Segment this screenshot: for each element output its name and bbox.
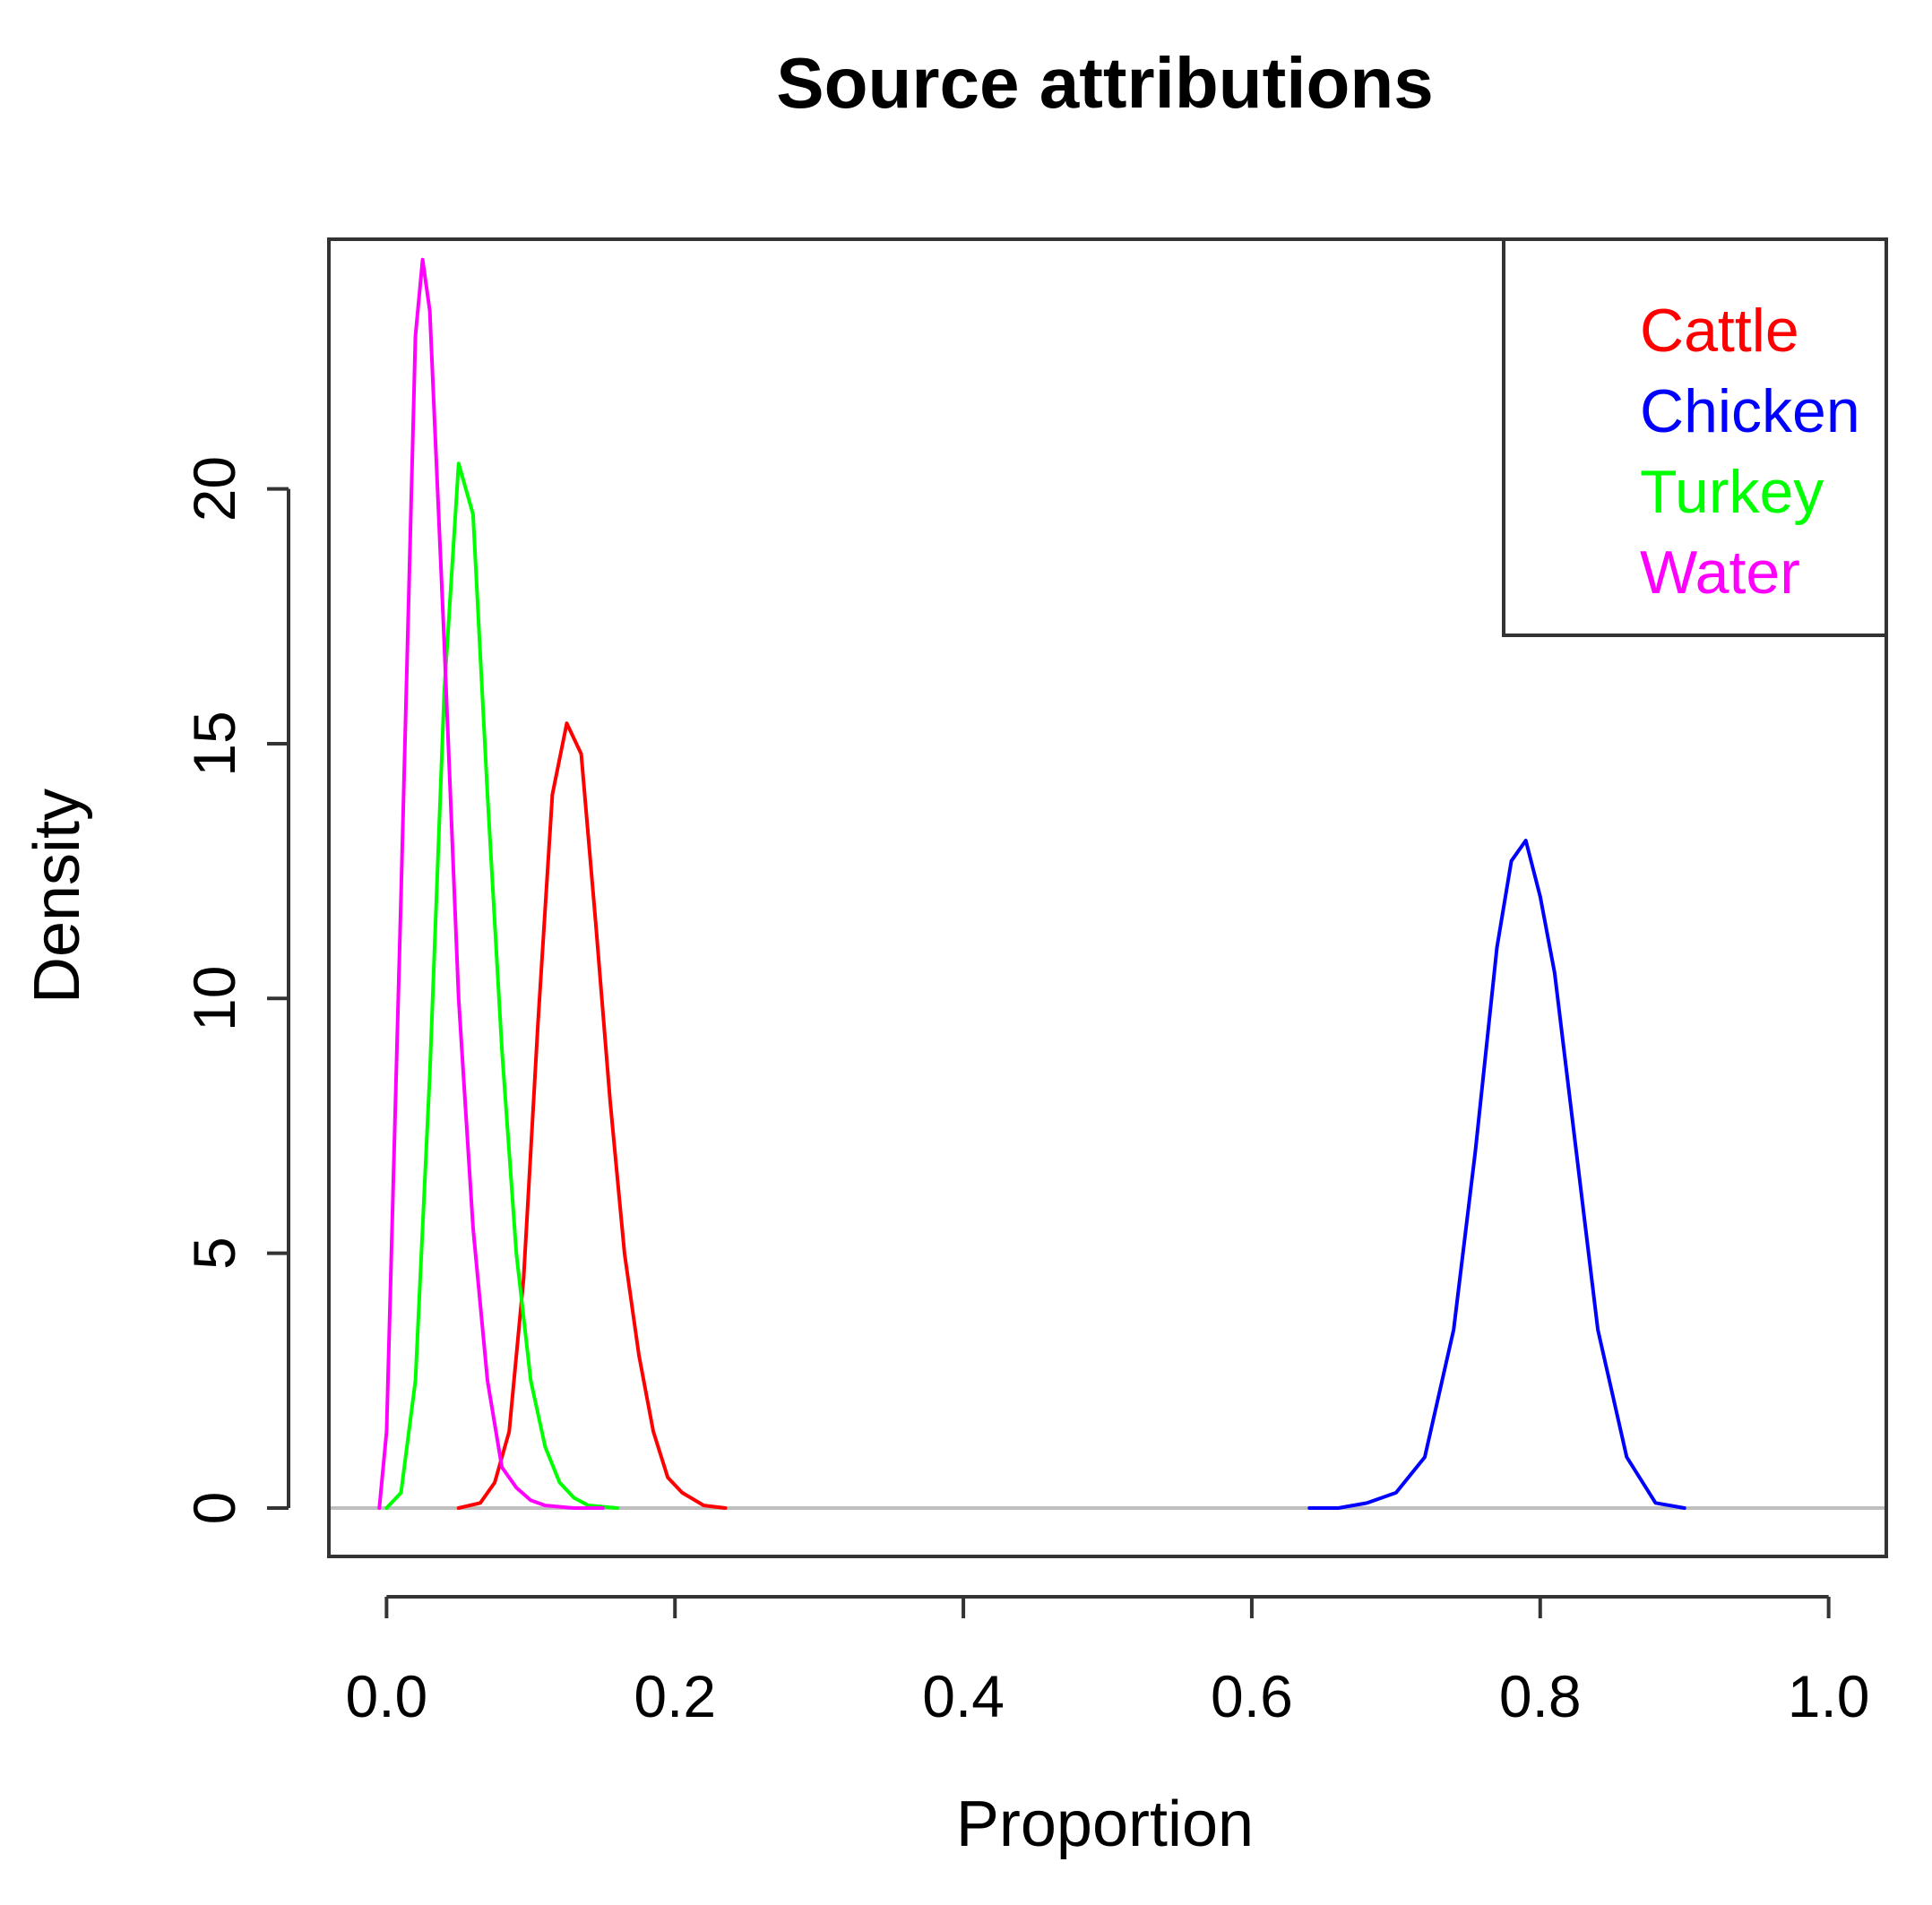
legend-entry-cattle: Cattle — [1640, 297, 1799, 365]
y-tick-label: 15 — [181, 711, 247, 776]
x-axis: 0.0 0.2 0.4 0.6 0.8 1.0 — [345, 1595, 1870, 1729]
legend-entry-turkey: Turkey — [1640, 458, 1824, 526]
y-axis: 0 5 10 15 20 — [181, 456, 290, 1525]
series-layer — [377, 257, 1686, 1510]
x-tick-label: 0.2 — [634, 1663, 716, 1729]
series-line-cattle — [456, 721, 728, 1510]
x-tick-label: 1.0 — [1788, 1663, 1870, 1729]
legend-entry-water: Water — [1640, 539, 1800, 607]
legend: Cattle Chicken Turkey Water — [1502, 237, 1888, 637]
x-tick-label: 0.4 — [922, 1663, 1005, 1729]
y-tick-label: 5 — [181, 1237, 247, 1270]
y-tick-label: 10 — [181, 966, 247, 1031]
chart-title: Source attributions — [776, 43, 1433, 123]
y-axis-label: Density — [22, 789, 93, 1004]
legend-entries: Cattle Chicken Turkey Water — [1640, 297, 1860, 607]
x-tick-label: 0.0 — [345, 1663, 427, 1729]
y-tick-label: 0 — [181, 1492, 247, 1525]
x-axis-label: Proportion — [956, 1789, 1254, 1860]
legend-box — [1502, 237, 1888, 637]
plot-frame — [327, 237, 1888, 1558]
series-line-water — [377, 257, 605, 1510]
legend-entry-chicken: Chicken — [1640, 377, 1860, 445]
x-tick-label: 0.8 — [1499, 1663, 1582, 1729]
y-tick-label: 20 — [181, 456, 247, 522]
x-tick-label: 0.6 — [1211, 1663, 1293, 1729]
series-line-chicken — [1307, 839, 1686, 1510]
series-line-turkey — [384, 461, 619, 1510]
